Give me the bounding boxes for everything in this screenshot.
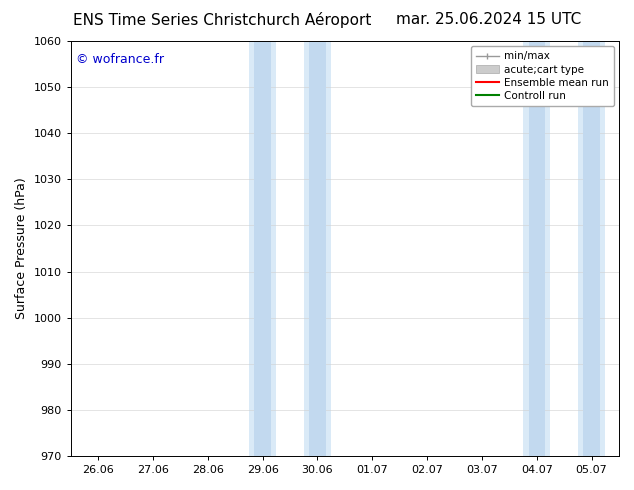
- Bar: [304, 41, 331, 456]
- Bar: [578, 41, 605, 456]
- Bar: [583, 41, 600, 456]
- Bar: [249, 41, 276, 456]
- Bar: [309, 41, 326, 456]
- Bar: [523, 41, 550, 456]
- Text: ENS Time Series Christchurch Aéroport: ENS Time Series Christchurch Aéroport: [73, 12, 371, 28]
- Bar: [254, 41, 271, 456]
- Legend: min/max, acute;cart type, Ensemble mean run, Controll run: min/max, acute;cart type, Ensemble mean …: [470, 46, 614, 106]
- Bar: [529, 41, 545, 456]
- Text: © wofrance.fr: © wofrance.fr: [76, 53, 164, 67]
- Y-axis label: Surface Pressure (hPa): Surface Pressure (hPa): [15, 178, 28, 319]
- Text: mar. 25.06.2024 15 UTC: mar. 25.06.2024 15 UTC: [396, 12, 581, 27]
